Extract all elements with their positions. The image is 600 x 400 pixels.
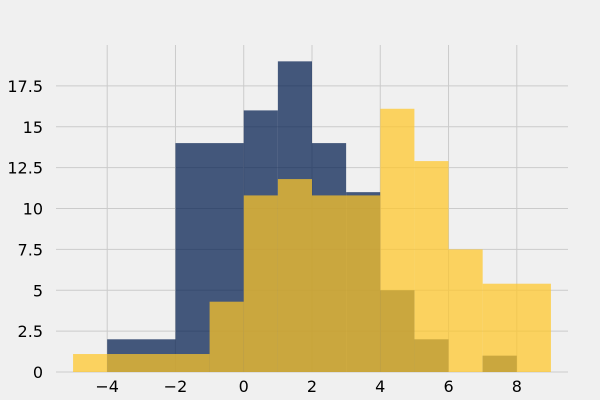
y-tick-label: 15 xyxy=(23,118,43,137)
histogram-bar-series-2 xyxy=(73,354,108,372)
x-tick-label: 8 xyxy=(512,377,522,396)
y-tick-label: 17.5 xyxy=(7,77,43,96)
histogram-bar-series-2 xyxy=(414,161,449,372)
histogram-bar-series-2 xyxy=(209,301,244,372)
y-tick-label: 0 xyxy=(33,363,43,382)
histogram-bar-series-2 xyxy=(448,249,483,372)
x-tick-label: −4 xyxy=(95,377,119,396)
y-tick-label: 10 xyxy=(23,200,43,219)
y-tick-label: 5 xyxy=(33,281,43,300)
histogram-bar-series-2 xyxy=(380,108,415,372)
y-axis-ticks: 0 2.5 5 7.5 10 12.5 15 17.5 xyxy=(7,77,43,382)
x-tick-label: 4 xyxy=(375,377,385,396)
x-tick-label: −2 xyxy=(164,377,188,396)
y-tick-label: 2.5 xyxy=(18,322,43,341)
histogram-bar-series-2 xyxy=(107,354,210,372)
y-tick-label: 12.5 xyxy=(7,159,43,178)
histogram-bar-series-2 xyxy=(312,195,381,372)
histogram-bar-series-2 xyxy=(482,283,551,372)
histogram-bar-series-2 xyxy=(277,179,312,372)
x-tick-label: 2 xyxy=(307,377,317,396)
y-tick-label: 7.5 xyxy=(18,240,43,259)
x-axis-ticks: −4 −2 0 2 4 6 8 xyxy=(95,377,521,396)
bars xyxy=(73,61,551,373)
x-tick-label: 0 xyxy=(239,377,249,396)
histogram-bar-series-2 xyxy=(243,195,278,372)
x-tick-label: 6 xyxy=(443,377,453,396)
